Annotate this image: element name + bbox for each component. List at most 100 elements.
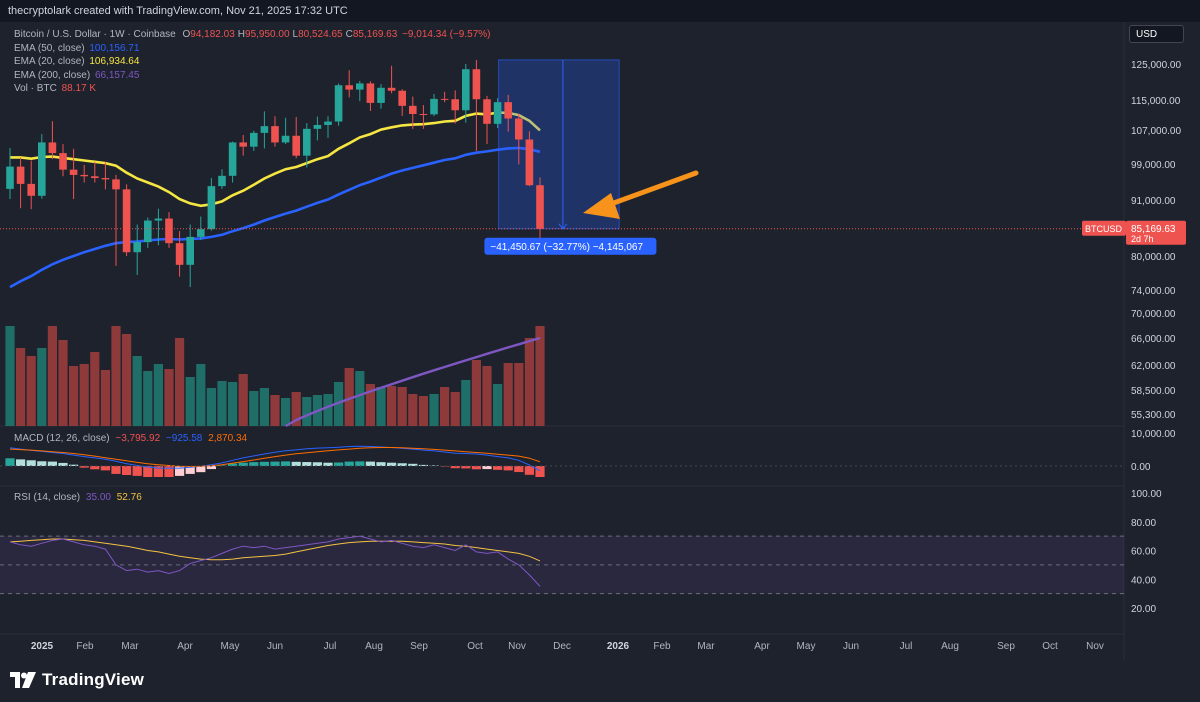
price-axis-tick: 91,000.00 xyxy=(1131,196,1176,207)
candle-body xyxy=(525,139,534,186)
time-axis-tick: Jul xyxy=(900,641,913,652)
volume-label: Vol · BTC xyxy=(14,83,57,94)
macd-hist-bar xyxy=(228,463,238,466)
candle-body xyxy=(451,99,459,111)
ema20-value: 106,934.64 xyxy=(89,56,140,67)
candle-body xyxy=(387,87,396,91)
volume-bar xyxy=(185,377,195,426)
volume-bar xyxy=(153,364,163,426)
macd-hist-bar xyxy=(365,461,375,466)
rsi-axis-tick: 60.00 xyxy=(1131,547,1156,558)
ohlc-value: 94,182.03 xyxy=(190,29,235,40)
volume-bar xyxy=(440,387,450,426)
macd-hist-bar xyxy=(482,466,492,470)
macd-hist-bar xyxy=(185,466,195,474)
price-axis-tick: 70,000.00 xyxy=(1131,309,1176,320)
candle-body xyxy=(27,183,35,196)
volume-bar xyxy=(37,348,47,426)
macd-hist-bar xyxy=(5,458,15,466)
ohlc-key: L xyxy=(292,29,299,40)
macd-hist-bar xyxy=(132,466,142,476)
volume-bar xyxy=(122,334,132,426)
candle-body xyxy=(101,178,110,180)
volume-bar xyxy=(514,363,524,426)
candle-body xyxy=(440,98,449,100)
measure-label: −41,450.67 (−32.77%) −4,145,067 xyxy=(490,242,643,253)
macd-line xyxy=(9,445,541,472)
time-axis-tick: Apr xyxy=(177,641,193,652)
volume-bar xyxy=(471,360,481,426)
volume-bar xyxy=(397,387,407,426)
candle-body xyxy=(59,153,67,170)
ema200-value: 66,157.45 xyxy=(94,69,140,81)
tradingview-logo[interactable]: TradingView xyxy=(10,668,144,692)
chart-frame xyxy=(0,22,1200,660)
candle-body xyxy=(462,69,470,111)
price-axis-tick: 66,000.00 xyxy=(1131,334,1176,345)
macd-legend[interactable]: MACD (12, 26, close) −3,795.92 −925.58 2… xyxy=(14,433,247,444)
change-value: −9,014.34 (−9.57%) xyxy=(402,29,491,40)
macd-hist-bar xyxy=(206,466,216,470)
macd-hist-bar xyxy=(196,466,206,473)
ema50-legend-row[interactable]: EMA (50, close) 100,156.71 xyxy=(14,42,491,56)
volume-legend-row[interactable]: Vol · BTC 88.17 K xyxy=(14,82,491,96)
price-tag-symbol-bg xyxy=(1082,220,1126,236)
macd-hist-bar xyxy=(238,462,248,466)
ema200-legend-row[interactable]: EMA (200, close) 66,157.45 xyxy=(14,69,491,83)
candle-body xyxy=(281,135,290,143)
currency-button[interactable]: USD xyxy=(1129,25,1184,43)
volume-bar xyxy=(175,338,185,426)
price-axis-tick: 115,000.00 xyxy=(1131,96,1181,107)
ema200-label: EMA (200, close) xyxy=(14,69,91,81)
macd-hist-bar xyxy=(302,462,312,466)
volume-bar xyxy=(100,370,110,426)
volume-bar xyxy=(196,364,206,426)
macd-hist-bar xyxy=(450,466,460,469)
macd-hist-bar xyxy=(376,462,386,466)
macd-axis-tick: 0.00 xyxy=(1131,462,1151,473)
footer-bar xyxy=(0,660,1200,702)
time-axis-tick: 2026 xyxy=(607,641,630,652)
macd-hist-bar xyxy=(153,466,163,477)
measure-label-bg xyxy=(484,237,657,255)
macd-hist-bar xyxy=(397,463,407,466)
candle-body xyxy=(133,242,141,253)
macd-hist-bar xyxy=(249,462,259,466)
macd-hist-bar xyxy=(270,461,280,466)
volume-bar xyxy=(461,380,471,426)
rsi-legend[interactable]: RSI (14, close) 35.00 52.76 xyxy=(14,492,142,503)
ema20-legend-row[interactable]: EMA (20, close) 106,934.64 xyxy=(14,55,491,69)
volume-bar xyxy=(5,326,15,426)
volume-bar xyxy=(408,394,418,426)
candle-body xyxy=(377,87,385,103)
macd-hist-bar xyxy=(164,466,174,477)
macd-hist-bar xyxy=(334,462,344,466)
macd-hist-bar xyxy=(37,461,47,466)
macd-hist-bar xyxy=(493,466,503,470)
time-axis-tick: Sep xyxy=(410,641,428,652)
volume-bar xyxy=(323,394,333,426)
volume-bar xyxy=(450,392,460,426)
volume-bar xyxy=(143,371,153,426)
time-axis-tick: Jun xyxy=(843,641,859,652)
time-axis-tick: Nov xyxy=(1086,641,1104,652)
volume-bar xyxy=(249,391,259,426)
tradingview-logo-icon xyxy=(10,672,36,688)
macd-signal-value: 2,870.34 xyxy=(208,433,248,444)
candle-body xyxy=(398,90,406,106)
time-axis-tick: Feb xyxy=(76,641,94,652)
macd-hist-bar xyxy=(387,462,397,466)
time-axis-tick: Oct xyxy=(467,641,483,652)
signal-line xyxy=(9,447,541,468)
time-axis-tick: Apr xyxy=(754,641,770,652)
candle-body xyxy=(292,135,300,156)
volume-bar xyxy=(387,386,397,426)
macd-hist-bar xyxy=(344,461,354,466)
annotation-arrow-head xyxy=(583,193,620,219)
time-axis-tick: Sep xyxy=(997,641,1015,652)
macd-hist-bar xyxy=(47,461,57,466)
measure-arrow-head xyxy=(558,223,568,230)
price-tag-bg xyxy=(1126,220,1186,245)
volume-bar xyxy=(164,369,174,426)
